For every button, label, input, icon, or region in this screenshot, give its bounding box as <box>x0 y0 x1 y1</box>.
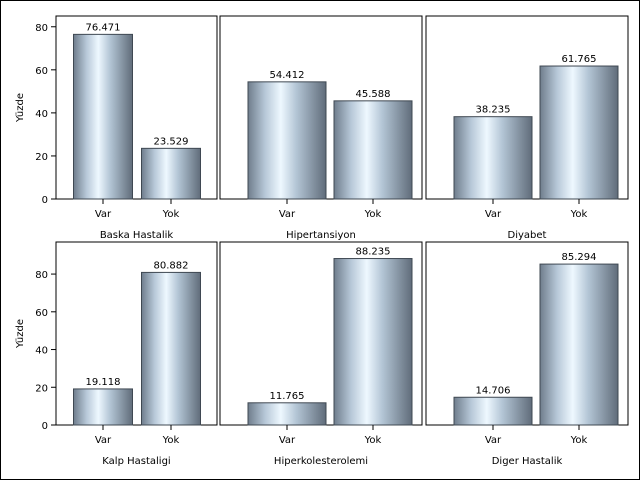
x-tick-label: Var <box>279 209 296 220</box>
y-tick-label: 0 <box>42 421 48 432</box>
x-tick-label: Var <box>95 435 112 446</box>
panel-title: Hiperkolesterolemi <box>274 456 368 467</box>
y-axis-label: Yüzde <box>15 319 26 349</box>
y-tick-label: 80 <box>35 23 48 34</box>
bar <box>247 81 327 200</box>
bar <box>141 147 201 200</box>
x-tick-label: Yok <box>570 435 588 446</box>
chart-panel: 11.765 Var 88.235 Yok Hiperkolesterolemi <box>219 241 423 467</box>
bar-value-label: 54.412 <box>270 70 305 81</box>
panel-title: Baska Hastalik <box>100 230 174 241</box>
bar <box>333 258 413 426</box>
y-tick-label: 80 <box>35 270 48 281</box>
bar <box>453 116 533 200</box>
bar <box>73 388 133 426</box>
y-tick-label: 20 <box>35 383 48 394</box>
chart-panel: 54.412 Var 45.588 Yok Hipertansiyon <box>219 15 423 241</box>
bar-value-label: 19.118 <box>86 377 121 388</box>
bar <box>453 396 533 426</box>
panel-frame <box>55 15 218 200</box>
panel-frame <box>55 241 218 426</box>
panel-title: Kalp Hastaligi <box>102 456 170 467</box>
bar <box>333 100 413 200</box>
bar-value-label: 38.235 <box>476 105 511 116</box>
x-tick-label: Yok <box>364 435 382 446</box>
bar <box>539 263 619 426</box>
x-tick-label: Var <box>485 435 502 446</box>
panel-title: Diyabet <box>508 230 547 241</box>
bar <box>247 402 327 426</box>
x-tick-label: Var <box>485 209 502 220</box>
chart-panel: 14.706 Var 85.294 Yok Diger Hastalik <box>425 241 629 467</box>
bar-value-label: 88.235 <box>356 247 391 258</box>
bar-value-label: 45.588 <box>356 89 391 100</box>
x-tick-label: Yok <box>162 209 180 220</box>
bar <box>539 65 619 200</box>
chart-panel: 0 20 40 60 80 Yüzde 76.471 Var 23.529 Yok Baska Ha… <box>15 15 218 241</box>
panels-layer: 0 20 40 60 80 Yüzde 76.471 Var 23.529 Yok Baska Ha… <box>15 15 629 467</box>
x-tick-label: Var <box>279 435 296 446</box>
bar-value-label: 23.529 <box>154 136 189 147</box>
y-axis-label: Yüzde <box>15 93 26 123</box>
y-tick-label: 60 <box>35 308 48 319</box>
x-tick-label: Yok <box>364 209 382 220</box>
x-tick-label: Yok <box>570 209 588 220</box>
x-tick-label: Yok <box>162 435 180 446</box>
y-tick-label: 40 <box>35 346 48 357</box>
y-tick-label: 40 <box>35 109 48 120</box>
bar-value-label: 61.765 <box>562 54 597 65</box>
bar-value-label: 14.706 <box>476 385 511 396</box>
y-tick-label: 60 <box>35 66 48 77</box>
bar-value-label: 11.765 <box>270 391 305 402</box>
bar-value-label: 76.471 <box>86 22 121 33</box>
x-tick-label: Var <box>95 209 112 220</box>
chart-panel: 0 20 40 60 80 Yüzde 19.118 Var 80.882 Yok Kalp Has… <box>15 241 218 467</box>
y-tick-label: 0 <box>42 195 48 206</box>
panel-title: Diger Hastalik <box>492 456 563 467</box>
panel-title: Hipertansiyon <box>286 230 356 241</box>
bar-value-label: 85.294 <box>562 252 597 263</box>
bar-value-label: 80.882 <box>154 260 189 271</box>
y-tick-label: 20 <box>35 152 48 163</box>
chart-panel: 38.235 Var 61.765 Yok Diyabet <box>425 15 629 241</box>
bar <box>73 33 133 200</box>
bar <box>141 271 201 426</box>
